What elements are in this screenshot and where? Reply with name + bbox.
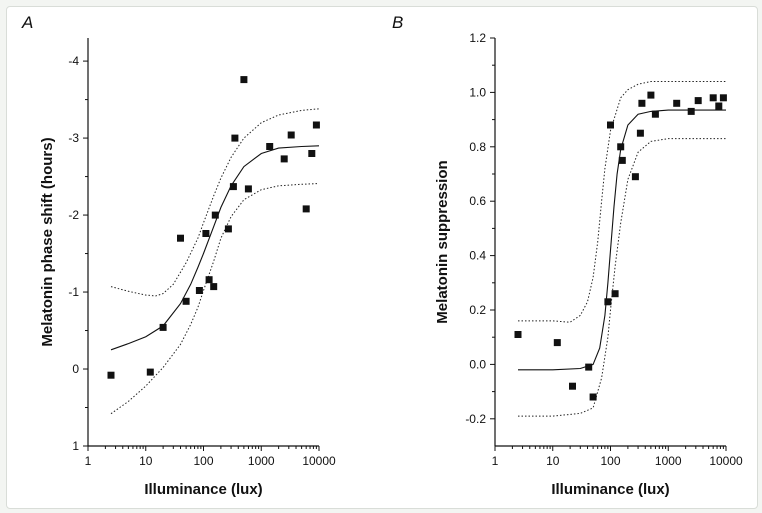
data-point xyxy=(302,205,310,213)
x-tick-label: 10 xyxy=(139,454,153,468)
figure-frame xyxy=(6,6,758,509)
x-tick-label: 100 xyxy=(600,454,620,468)
data-point xyxy=(611,290,619,298)
y-tick-label: -2 xyxy=(68,208,79,222)
data-point xyxy=(205,276,213,284)
confidence-band-lower xyxy=(110,183,320,415)
y-axis-label: Melatonin suppression xyxy=(434,160,451,323)
data-point xyxy=(177,234,184,242)
y-tick-label: 0.6 xyxy=(469,194,486,208)
data-point xyxy=(211,211,219,219)
data-point xyxy=(244,185,252,193)
data-point xyxy=(617,143,625,151)
data-point xyxy=(709,94,717,102)
data-point xyxy=(589,393,597,401)
x-tick-label: 1 xyxy=(85,454,92,468)
panel-letter: A xyxy=(21,13,33,32)
fit-curve xyxy=(110,145,320,351)
y-tick-label: 0.0 xyxy=(469,357,486,371)
data-point xyxy=(604,298,612,306)
confidence-band-upper xyxy=(110,108,320,297)
panel-b-suppression: B -0.2 0.0 0.2 0.4 0.6 0.8 1.0 1.2 1 10 100 1000 1000… xyxy=(392,13,743,498)
data-point xyxy=(240,76,248,84)
data-point xyxy=(146,368,154,376)
data-point xyxy=(631,173,639,181)
data-point xyxy=(182,297,190,305)
x-tick-label: 1000 xyxy=(248,454,275,468)
data-point xyxy=(651,110,659,118)
x-axis-label: Illuminance (lux) xyxy=(551,481,669,498)
y-tick-label: 1.0 xyxy=(469,85,486,99)
confidence-band-lower xyxy=(518,138,726,417)
data-point xyxy=(287,131,295,139)
data-point xyxy=(308,150,316,157)
data-point xyxy=(514,331,522,338)
x-tick-label: 1 xyxy=(492,454,499,468)
y-tick-label: -4 xyxy=(68,54,79,68)
data-point xyxy=(673,99,681,107)
data-point xyxy=(107,371,115,379)
x-tick-label: 10000 xyxy=(302,454,336,468)
data-point xyxy=(231,134,239,142)
y-tick-label: 0.4 xyxy=(469,249,486,263)
data-point xyxy=(569,382,576,390)
y-tick-label: -3 xyxy=(68,131,79,145)
data-point xyxy=(694,97,702,105)
y-axis-label: Melatonin phase shift (hours) xyxy=(39,137,56,346)
data-point xyxy=(159,323,167,331)
y-tick-label: 0.8 xyxy=(469,140,486,154)
x-tick-label: 1000 xyxy=(655,454,682,468)
x-axis-label: Illuminance (lux) xyxy=(144,481,262,498)
panel-letter: B xyxy=(392,13,403,32)
data-point xyxy=(638,99,646,107)
data-point xyxy=(636,129,644,137)
data-point xyxy=(195,287,203,294)
data-point xyxy=(553,339,561,347)
y-tick-label: 1 xyxy=(72,439,79,453)
data-point xyxy=(280,155,288,163)
y-tick-label: 0 xyxy=(72,362,79,376)
data-point xyxy=(312,121,320,129)
data-point xyxy=(224,225,232,233)
y-tick-label: -0.2 xyxy=(465,412,486,426)
data-point xyxy=(229,183,237,191)
data-point xyxy=(715,102,723,110)
data-point xyxy=(585,363,593,371)
confidence-band-upper xyxy=(518,81,726,323)
data-point xyxy=(202,230,210,237)
data-point xyxy=(607,121,614,129)
data-point xyxy=(647,91,655,99)
y-tick-label: 1.2 xyxy=(469,31,486,45)
x-tick-label: 10000 xyxy=(709,454,743,468)
x-tick-label: 10 xyxy=(546,454,560,468)
data-point xyxy=(618,156,626,164)
y-tick-label: 0.2 xyxy=(469,303,486,317)
data-point xyxy=(719,94,727,102)
data-point xyxy=(687,107,695,115)
y-tick-label: -1 xyxy=(68,285,79,299)
x-tick-label: 100 xyxy=(193,454,213,468)
data-point xyxy=(210,283,218,291)
data-point xyxy=(266,143,274,150)
